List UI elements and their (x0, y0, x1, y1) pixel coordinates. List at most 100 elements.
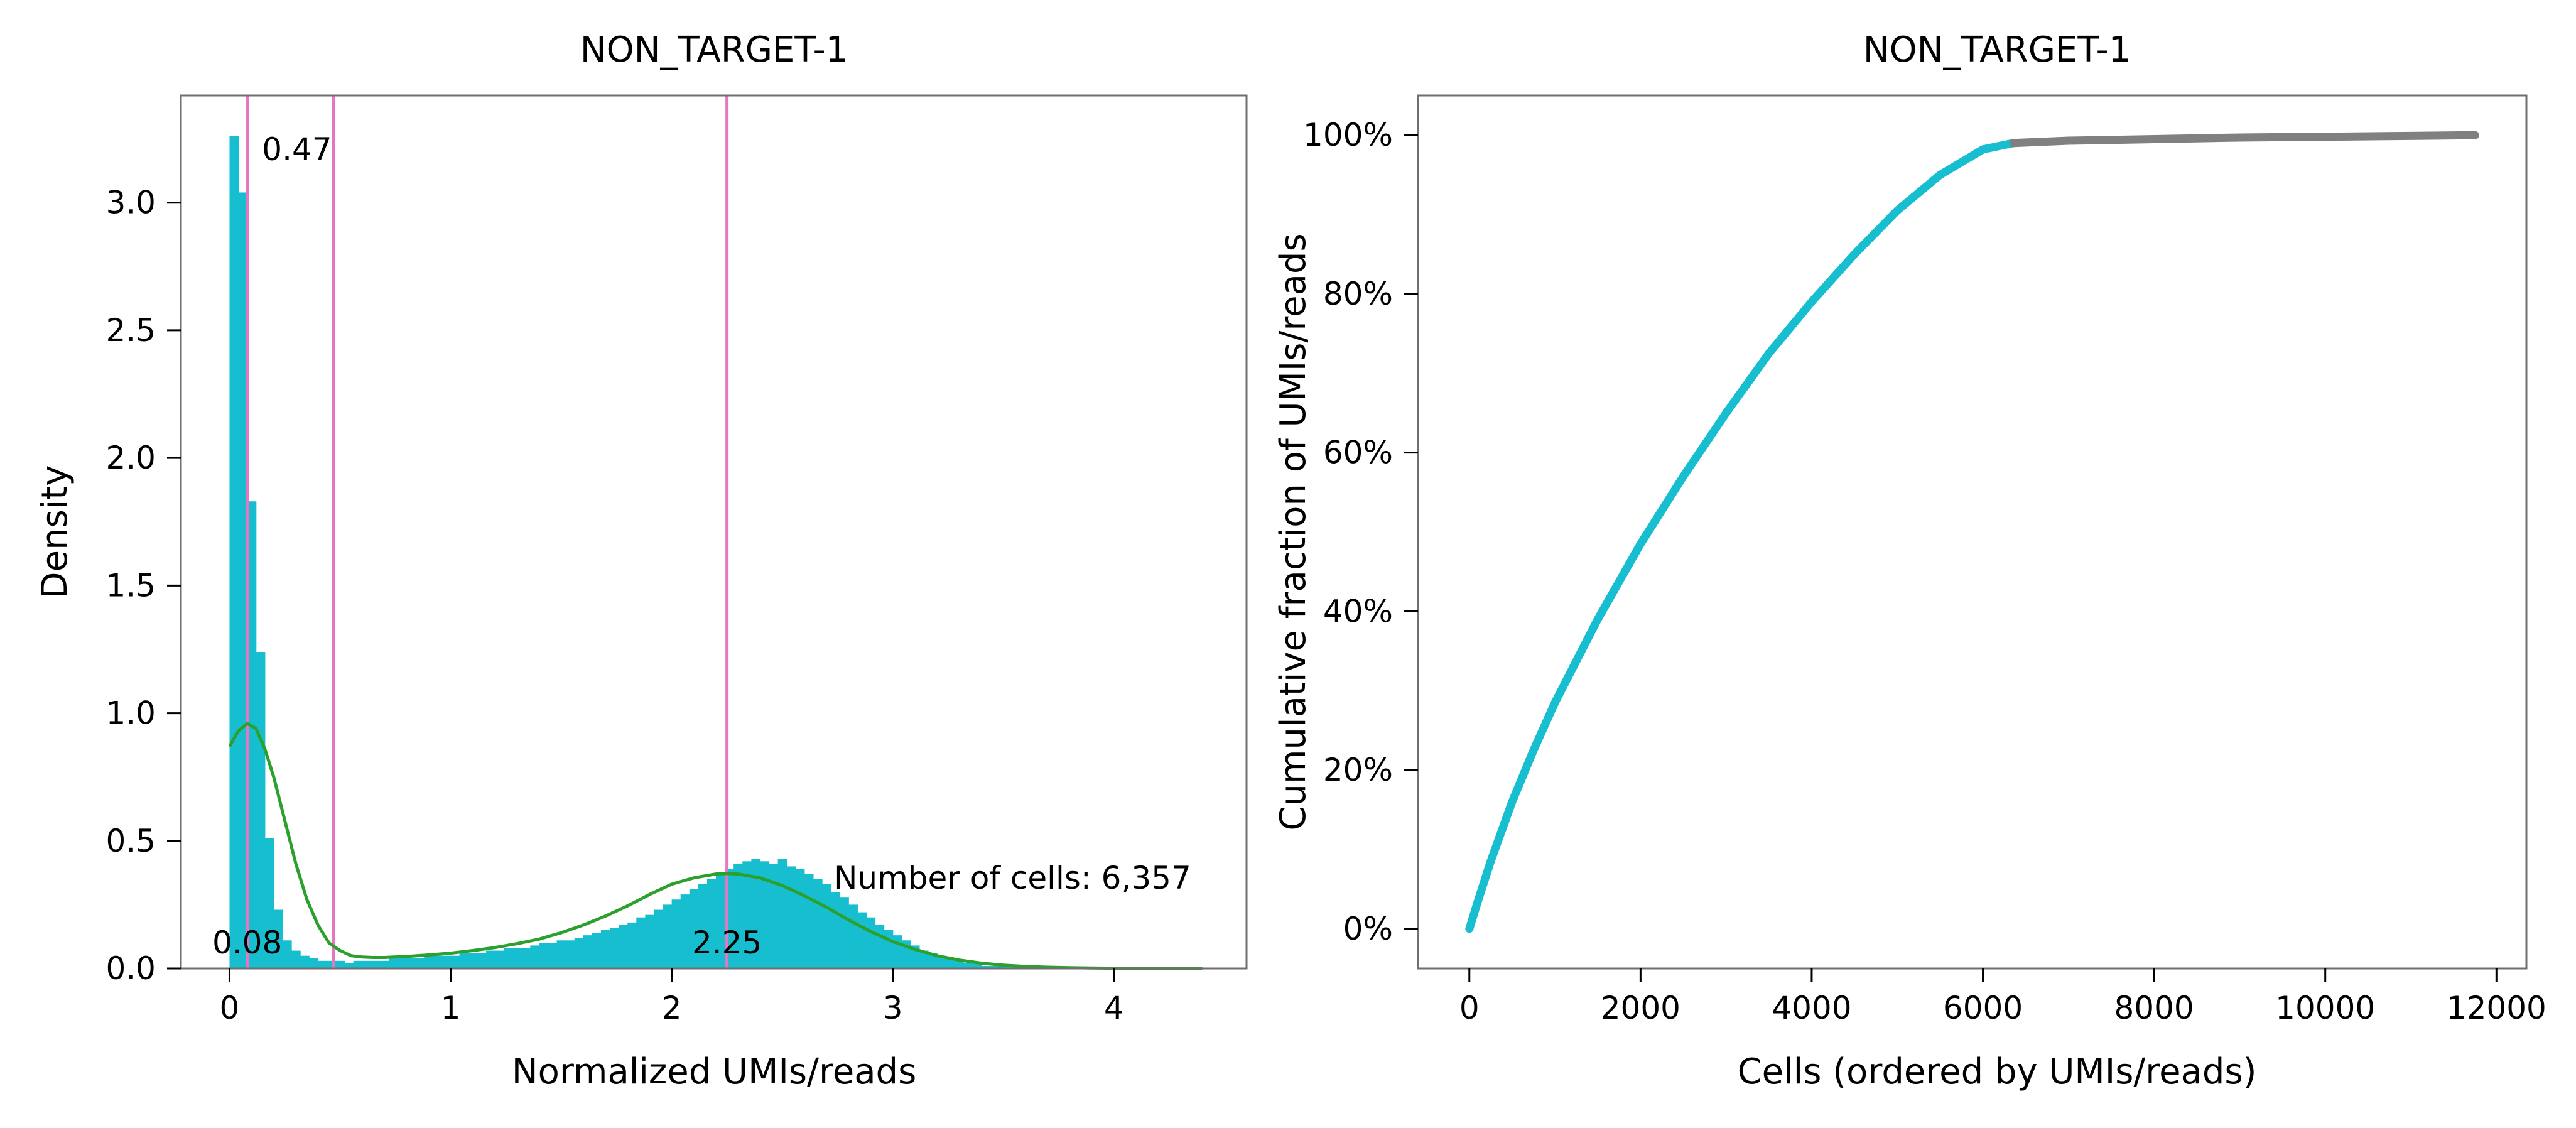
histogram-bar (875, 925, 885, 968)
x-tick-label: 3 (883, 990, 903, 1026)
histogram-bar (441, 955, 452, 968)
histogram-bar (610, 927, 619, 968)
kde-curve (228, 721, 1203, 970)
histogram-bar (946, 958, 955, 968)
histogram-bar (804, 874, 814, 968)
histogram-bar (291, 950, 301, 968)
y-tick-label: 60% (1323, 435, 1393, 471)
histogram-bar (716, 874, 725, 968)
histogram-panel: NON_TARGET-1 0.08 0.47 2.25 Number of cell… (35, 30, 1248, 1092)
histogram-bar (645, 914, 655, 968)
right-y-axis-label: Cumulative fraction of UMIs/reads (1273, 233, 1314, 830)
histogram-bar (786, 866, 796, 968)
histogram-bar (282, 940, 292, 968)
histogram-bar (840, 897, 849, 968)
histogram-bar (344, 963, 354, 968)
threshold-label: 2.25 (692, 925, 762, 961)
histogram-bar (884, 930, 894, 968)
histogram-bar (273, 909, 283, 968)
histogram-bar (229, 136, 239, 968)
histogram-bar (654, 909, 664, 968)
histogram-bar (671, 899, 681, 968)
histogram-bar (433, 955, 443, 968)
x-tick-label: 10000 (2275, 990, 2375, 1026)
histogram-bar (504, 948, 513, 968)
histogram-bar (600, 930, 610, 968)
right-axes-frame (1417, 94, 2528, 970)
histogram-bar (353, 960, 363, 968)
histogram-bar (477, 953, 487, 968)
threshold-labels: 0.08 0.47 2.25 (212, 131, 762, 961)
histogram-bar (424, 955, 433, 968)
y-tick-label: 1.0 (106, 695, 156, 732)
histogram-bar (300, 955, 310, 968)
histogram-bar (706, 879, 717, 968)
histogram-bar (574, 938, 584, 968)
right-chart-title: NON_TARGET-1 (1863, 30, 2131, 70)
histogram-bar (335, 960, 345, 968)
histogram-bar (309, 958, 318, 968)
y-tick-label: 0.5 (106, 823, 156, 859)
histogram-bar (998, 965, 1009, 968)
histogram-bar (485, 950, 495, 968)
histogram-bar (972, 963, 982, 968)
histogram-bar (733, 864, 743, 968)
x-tick-label: 2 (662, 990, 682, 1026)
histogram-bar (627, 922, 637, 968)
x-tick-label: 0 (220, 990, 240, 1026)
histogram-bar (512, 948, 522, 968)
histogram-bars (229, 136, 1203, 968)
x-tick-label: 4 (1104, 990, 1124, 1026)
histogram-bar (406, 958, 416, 968)
y-tick-label: 1.5 (106, 567, 156, 604)
histogram-bar (636, 917, 646, 968)
histogram-bar (494, 950, 504, 968)
histogram-bar (238, 192, 248, 968)
histogram-bar (379, 960, 389, 968)
histogram-bar (963, 963, 973, 968)
y-tick-label: 20% (1323, 752, 1393, 788)
cumulative-panel: NON_TARGET-1 0 2000 4000 6000 8000 10000 12000… (1273, 30, 2546, 1092)
histogram-bar (415, 958, 425, 968)
left-x-ticks: 0 1 2 3 4 (220, 968, 1124, 1026)
histogram-bar (777, 859, 787, 968)
histogram-bar (548, 943, 558, 968)
histogram-bar (592, 933, 602, 968)
histogram-bar (760, 861, 770, 968)
y-tick-label: 3.0 (106, 185, 156, 221)
left-chart-title: NON_TARGET-1 (580, 30, 848, 70)
threshold-lines (246, 95, 729, 968)
histogram-bar (928, 953, 938, 968)
histogram-bar (371, 960, 381, 968)
histogram-bar (822, 884, 831, 968)
histogram-bar (530, 945, 539, 968)
histogram-bar (450, 955, 460, 968)
x-tick-label: 2000 (1601, 990, 1680, 1026)
y-tick-label: 2.5 (106, 312, 156, 349)
histogram-bar (583, 935, 593, 968)
cell-count-annotation: Number of cells: 6,357 (834, 860, 1191, 896)
histogram-bar (247, 501, 257, 968)
histogram-bar (937, 955, 946, 968)
histogram-bar (256, 652, 266, 968)
histogram-bar (831, 892, 840, 968)
histogram-bar (955, 960, 964, 968)
histogram-bar (919, 950, 929, 968)
histogram-bar (663, 904, 673, 968)
histogram-bar (857, 912, 867, 968)
histogram-bar (848, 904, 858, 968)
histogram-bar (619, 925, 628, 968)
x-tick-label: 0 (1459, 990, 1480, 1026)
histogram-bar (795, 869, 805, 968)
histogram-bar (362, 960, 372, 968)
x-tick-label: 1 (441, 990, 461, 1026)
histogram-bar (388, 958, 398, 968)
histogram-bar (264, 838, 274, 968)
y-tick-label: 2.0 (106, 440, 156, 476)
histogram-bar (742, 861, 752, 968)
histogram-bar (892, 935, 902, 968)
y-tick-label: 0% (1343, 911, 1393, 947)
left-x-axis-label: Normalized UMIs/reads (512, 1051, 917, 1092)
cumulative-series-line (1465, 139, 2018, 933)
